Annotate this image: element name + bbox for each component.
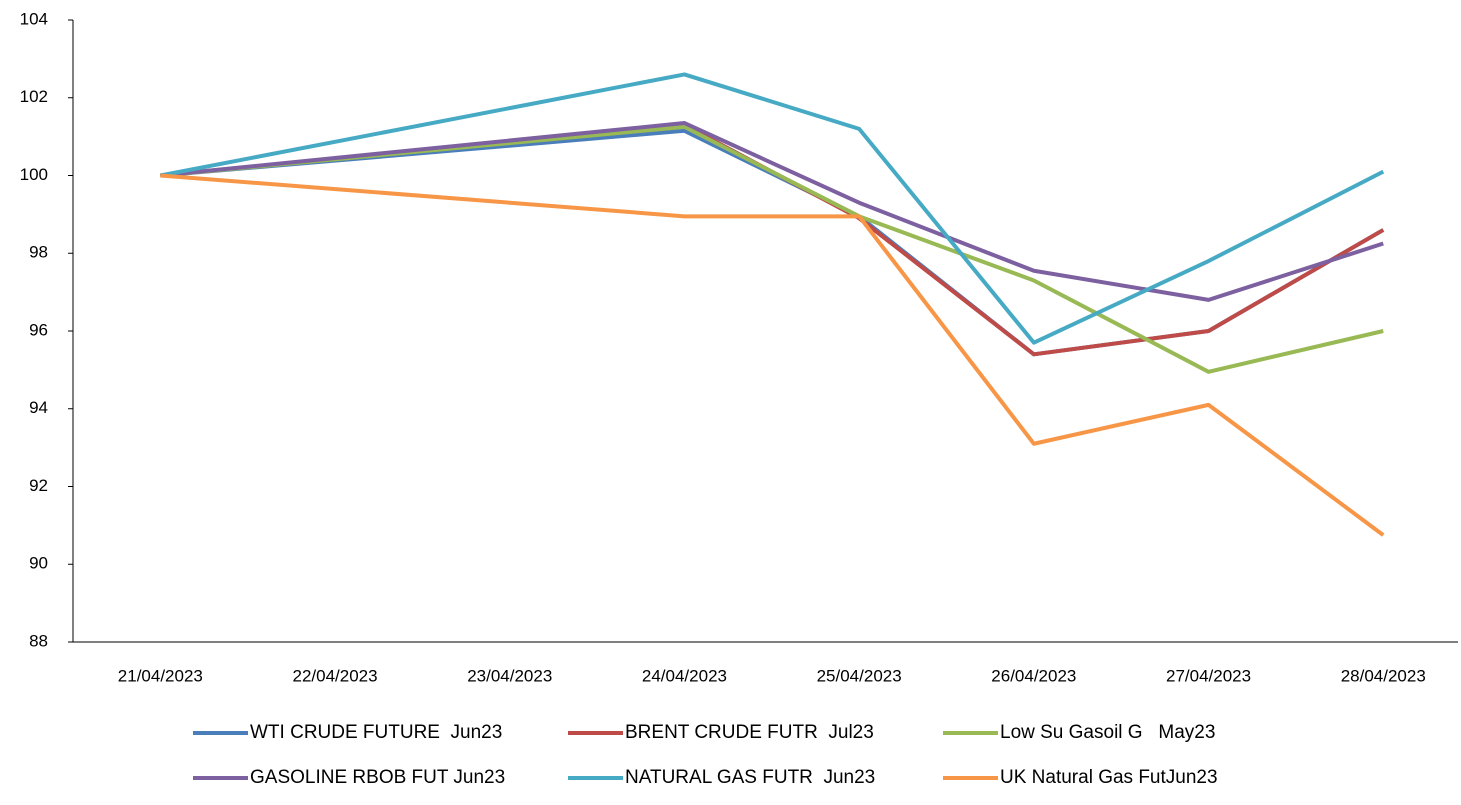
- x-tick-label: 24/04/2023: [642, 666, 727, 685]
- legend-label: Low Su Gasoil G May23: [1000, 722, 1215, 743]
- series-line: [160, 124, 1384, 374]
- y-tick-label: 96: [29, 320, 48, 339]
- legend-label: WTI CRUDE FUTURE Jun23: [250, 722, 502, 743]
- legend-label: UK Natural Gas FutJun23: [1000, 767, 1218, 788]
- x-tick-label: 21/04/2023: [118, 666, 203, 685]
- legend-label: NATURAL GAS FUTR Jun23: [625, 767, 875, 788]
- y-tick-label: 88: [29, 631, 48, 650]
- x-tick-label: 26/04/2023: [991, 666, 1076, 685]
- x-tick-label: 27/04/2023: [1166, 666, 1251, 685]
- y-tick-label: 104: [20, 9, 48, 28]
- x-tick-label: 28/04/2023: [1341, 666, 1426, 685]
- series-line: [160, 121, 1384, 302]
- y-tick-label: 98: [29, 243, 48, 262]
- y-tick-label: 100: [20, 165, 48, 184]
- y-tick-label: 90: [29, 554, 48, 573]
- y-tick-label: 94: [29, 398, 48, 417]
- series-line: [160, 173, 1385, 537]
- x-tick-label: 23/04/2023: [467, 666, 552, 685]
- legend-label: GASOLINE RBOB FUT Jun23: [250, 767, 505, 788]
- x-tick-label: 25/04/2023: [817, 666, 902, 685]
- series-line: [159, 72, 1385, 345]
- x-tick-label: 22/04/2023: [293, 666, 378, 685]
- legend-label: BRENT CRUDE FUTR Jul23: [625, 722, 874, 743]
- y-tick-label: 92: [29, 476, 48, 495]
- y-tick-label: 102: [20, 87, 48, 106]
